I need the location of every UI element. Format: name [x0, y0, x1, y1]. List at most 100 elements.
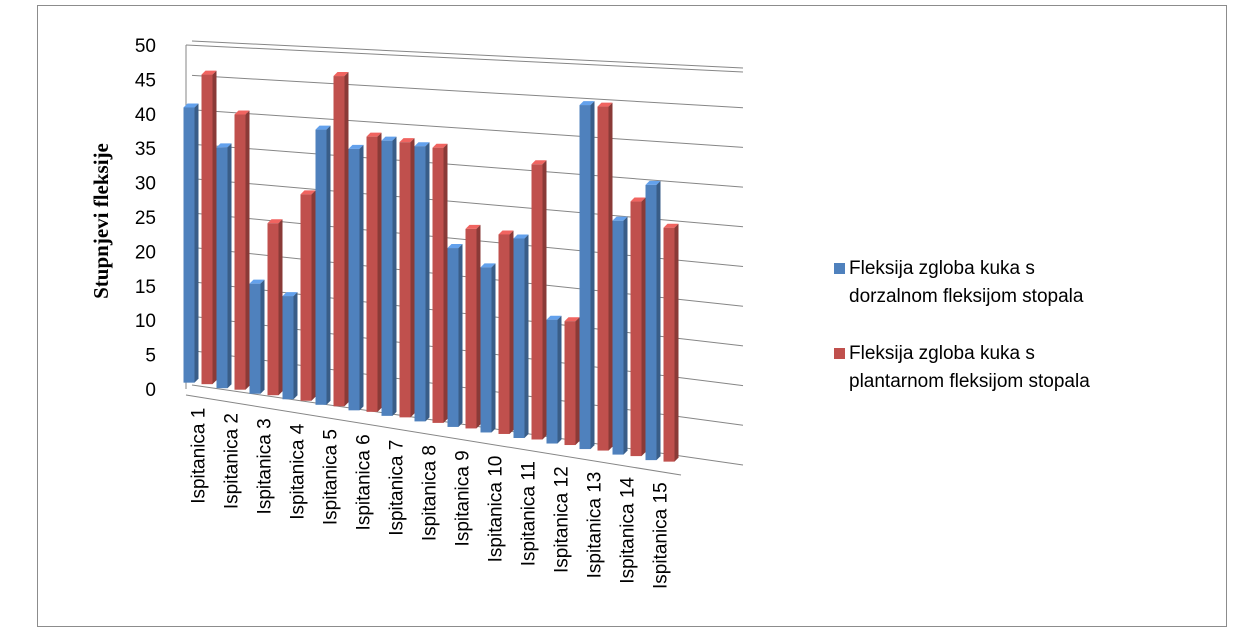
bar-side	[425, 142, 430, 422]
bar-top	[366, 132, 382, 137]
bar-side	[491, 263, 496, 433]
x-category-label: Ispitanica 13	[585, 472, 606, 579]
bar-top	[201, 70, 217, 75]
top-edge	[185, 44, 744, 73]
bar-side	[278, 219, 283, 396]
bar-top	[465, 224, 481, 229]
bar	[282, 296, 294, 400]
bar-top	[399, 138, 415, 143]
bar-side	[656, 180, 661, 461]
bar	[531, 164, 543, 440]
x-category-label: Ispitanica 2	[222, 413, 243, 509]
x-category-label: Ispitanica 11	[519, 461, 540, 566]
x-axis-categories: Ispitanica 1 Ispitanica 2 Ispitanica 3 Ispi…	[189, 408, 672, 589]
bar	[612, 220, 624, 455]
bar-side	[524, 234, 529, 438]
bar-side	[476, 224, 481, 429]
x-category-label: Ispitanica 12	[552, 466, 573, 573]
bar-side	[575, 317, 580, 446]
y-tick-label: 20	[135, 242, 156, 263]
y-tick-label: 45	[135, 70, 156, 91]
bar-top	[381, 136, 397, 141]
bar-side	[641, 197, 646, 457]
x-category-label: Ispitanica 10	[486, 456, 507, 563]
bar	[234, 114, 246, 390]
y-tick-label: 50	[135, 36, 156, 57]
bar-top	[612, 216, 628, 221]
y-tick-label: 30	[135, 174, 156, 195]
bar	[579, 105, 591, 450]
x-axis-line	[185, 394, 682, 476]
bar-side	[311, 190, 316, 401]
bar	[249, 283, 261, 394]
x-category-label: Ispitanica 6	[354, 434, 375, 530]
bar-side	[674, 223, 679, 462]
legend-label-dorzalna: Fleksija zgloba kuka s	[849, 258, 1035, 279]
bar-top	[234, 110, 250, 115]
bar-side	[344, 72, 349, 407]
bar	[267, 223, 279, 396]
bar	[216, 147, 228, 389]
bar-side	[326, 125, 331, 405]
bar	[645, 184, 657, 461]
x-category-label: Ispitanica 4	[288, 423, 309, 520]
bar	[447, 248, 459, 427]
bar-top	[432, 143, 448, 148]
bar-top	[498, 230, 514, 235]
bar-top	[414, 142, 430, 147]
bar-side	[608, 102, 613, 451]
x-category-label: Ispitanica 15	[651, 482, 672, 589]
x-category-label: Ispitanica 8	[420, 445, 441, 541]
bar-top	[315, 125, 331, 130]
bar	[333, 76, 345, 407]
bar	[201, 74, 213, 385]
bar-side	[260, 279, 265, 394]
y-tick-label: 5	[145, 346, 156, 367]
bar-side	[623, 216, 628, 455]
bar-top	[597, 102, 613, 107]
bar-top	[282, 292, 298, 297]
y-tick-label: 40	[135, 105, 156, 126]
bar	[630, 201, 642, 457]
legend-swatch-plantarna	[834, 348, 845, 359]
x-category-label: Ispitanica 9	[453, 450, 474, 546]
bar	[546, 319, 558, 444]
bar-top	[645, 180, 661, 185]
legend-label-plantarna-line2: plantarnom fleksijom stopala	[849, 371, 1090, 392]
bar	[348, 148, 360, 411]
bar-top	[630, 197, 646, 202]
bar	[414, 146, 426, 422]
legend-label-plantarna: Fleksija zgloba kuka s	[849, 343, 1035, 364]
bar-side	[509, 230, 514, 434]
gridline	[191, 40, 744, 69]
legend-swatch-dorzalna	[834, 263, 845, 274]
x-category-label: Ispitanica 7	[387, 440, 408, 536]
bars	[183, 70, 679, 462]
bar-top	[249, 279, 265, 284]
bar	[597, 106, 609, 451]
bar-top	[447, 244, 463, 249]
x-category-label: Ispitanica 1	[189, 408, 210, 504]
gridline	[191, 109, 744, 148]
y-tick-label: 25	[135, 208, 156, 229]
bar-top	[300, 190, 316, 195]
y-tick-label: 0	[145, 380, 156, 401]
bar-top	[348, 144, 364, 149]
y-axis-title: Stupnjevi fleksije	[89, 143, 113, 299]
bar-top	[564, 317, 580, 322]
y-axis-ticks: 0 5 10 15 20 25 30 35 40 45 50	[135, 36, 156, 401]
legend: Fleksija zgloba kuka s dorzalnom fleksij…	[834, 258, 1090, 392]
bar-top	[183, 103, 199, 108]
bar-side	[392, 136, 397, 416]
bar-side	[293, 292, 298, 400]
bar	[399, 142, 411, 418]
bar-side	[590, 101, 595, 450]
chart-frame: 0 5 10 15 20 25 30 35 40 45 50 Ispitanica 1 Ispitan…	[37, 5, 1227, 627]
bar-side	[194, 103, 199, 383]
bar-top	[579, 101, 595, 106]
y-tick-label: 15	[135, 277, 156, 298]
x-category-label: Ispitanica 5	[321, 429, 342, 525]
bar-top	[663, 223, 679, 228]
bar	[663, 227, 675, 462]
